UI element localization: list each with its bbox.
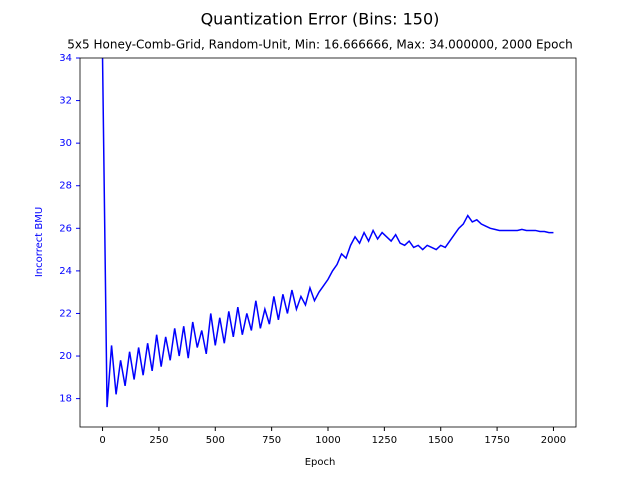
chart-subtitle: 5x5 Honey-Comb-Grid, Random-Unit, Min: 1…: [67, 38, 572, 52]
x-tick-label: 750: [262, 435, 281, 446]
y-tick-label: 22: [59, 308, 72, 319]
x-tick-label: 1000: [315, 435, 340, 446]
y-axis-label: Incorrect BMU: [34, 207, 45, 277]
y-tick-label: 26: [59, 223, 72, 234]
chart-title: Quantization Error (Bins: 150): [201, 10, 440, 29]
x-tick-label: 0: [99, 435, 105, 446]
y-tick-label: 20: [59, 351, 72, 362]
x-tick-label: 1500: [428, 435, 453, 446]
x-tick-label: 1750: [484, 435, 509, 446]
y-tick-label: 32: [59, 96, 72, 107]
y-tick-label: 18: [59, 394, 72, 405]
x-tick-label: 500: [206, 435, 225, 446]
data-line: [101, 58, 554, 408]
y-tick-label: 30: [59, 138, 72, 149]
y-tick-label: 34: [59, 53, 72, 64]
x-tick-label: 2000: [541, 435, 566, 446]
y-tick-label: 28: [59, 181, 72, 192]
x-tick-label: 250: [149, 435, 168, 446]
plot-frame: [79, 57, 577, 428]
y-tick-label: 24: [59, 266, 72, 277]
x-axis-label: Epoch: [305, 457, 336, 468]
x-tick-label: 1250: [372, 435, 397, 446]
